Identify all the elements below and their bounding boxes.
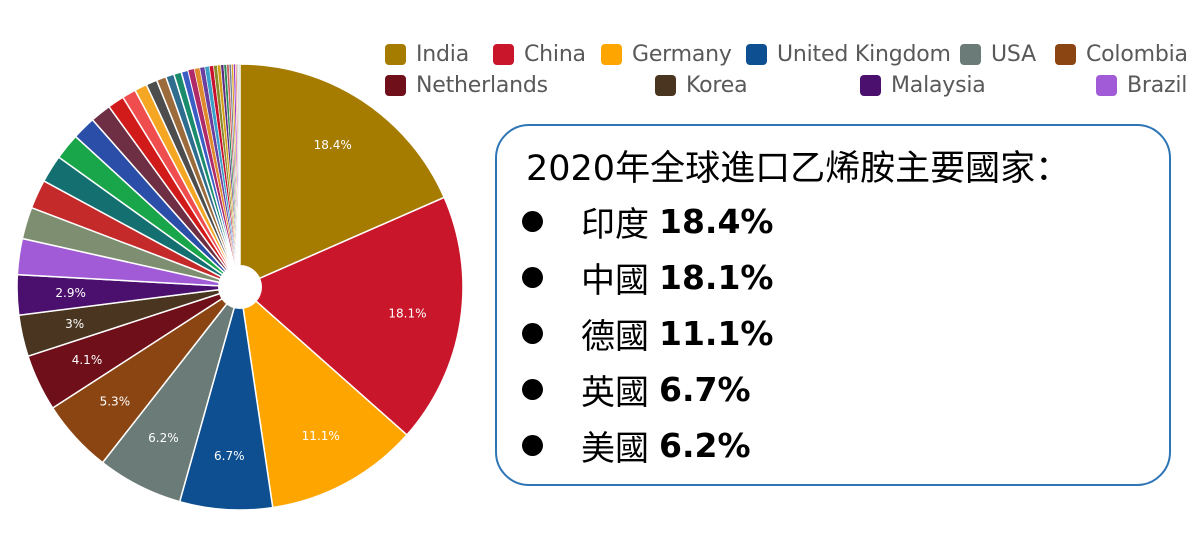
info-country: 印度 — [581, 204, 649, 245]
data-label-china: 18.1% — [388, 306, 426, 320]
data-label-colombia: 5.3% — [100, 394, 131, 408]
info-value: 6.7% — [659, 369, 751, 409]
info-item-india: 印度 18.4% — [522, 199, 774, 245]
legend-swatch — [1055, 44, 1076, 65]
legend-item-usa[interactable]: USA — [960, 42, 1036, 67]
legend-swatch — [746, 44, 767, 65]
legend-label: Colombia — [1086, 42, 1188, 67]
pie-slice-39[interactable] — [238, 63, 241, 288]
legend-label: India — [416, 42, 469, 67]
info-box-title: 2020年全球進口乙烯胺主要國家： — [526, 149, 1071, 189]
legend-label: Netherlands — [416, 73, 548, 98]
info-item-china: 中國 18.1% — [522, 255, 774, 301]
legend-label: USA — [991, 42, 1036, 67]
legend-swatch — [385, 44, 406, 65]
legend-swatch — [493, 44, 514, 65]
pie-chart: 18.4% 18.1% 11.1% 6.7% 6.2% 5.3% 4.1% 3% 2.9% — [16, 63, 464, 511]
legend-label: United Kingdom — [777, 42, 951, 67]
legend-item-china[interactable]: China — [493, 42, 586, 67]
bullet-icon — [522, 210, 543, 232]
info-value: 6.2% — [659, 425, 751, 465]
info-country: 中國 — [581, 260, 649, 301]
pie-center-hole — [218, 265, 262, 309]
pie-slice-germany[interactable] — [238, 285, 408, 509]
bullet-icon — [522, 434, 543, 456]
legend-label: China — [524, 42, 586, 67]
pie-slice-india[interactable] — [239, 63, 446, 289]
legend-label: Germany — [632, 42, 732, 67]
legend-swatch — [601, 44, 622, 65]
legend-item-colombia[interactable]: Colombia — [1055, 42, 1188, 67]
info-item-germany: 德國 11.1% — [522, 311, 774, 357]
legend-item-germany[interactable]: Germany — [601, 42, 732, 67]
info-value: 11.1% — [659, 313, 774, 353]
data-label-germany: 11.1% — [302, 429, 340, 443]
legend-item-brazil[interactable]: Brazil — [1096, 73, 1187, 98]
data-label-korea: 3% — [65, 317, 84, 331]
legend: India China Germany United Kingdom USA C… — [380, 36, 1190, 104]
data-label-netherlands: 4.1% — [72, 353, 103, 367]
legend-label: Korea — [686, 73, 748, 98]
legend-swatch — [385, 75, 406, 96]
pie-slices — [16, 63, 464, 511]
legend-swatch — [960, 44, 981, 65]
info-country: 德國 — [581, 316, 649, 357]
data-label-united-kingdom: 6.7% — [214, 449, 245, 463]
bullet-icon — [522, 378, 543, 400]
legend-label: Brazil — [1127, 73, 1188, 98]
legend-item-korea[interactable]: Korea — [655, 73, 748, 98]
data-label-india: 18.4% — [314, 138, 352, 152]
info-country: 美國 — [581, 428, 649, 469]
pie-slice-china[interactable] — [238, 196, 464, 436]
legend-item-netherlands[interactable]: Netherlands — [385, 73, 548, 98]
info-item-usa: 美國 6.2% — [522, 423, 751, 469]
info-value: 18.4% — [659, 201, 774, 241]
legend-item-malaysia[interactable]: Malaysia — [860, 73, 986, 98]
legend-swatch — [860, 75, 881, 96]
info-item-uk: 英國 6.7% — [522, 367, 751, 413]
legend-swatch — [655, 75, 676, 96]
data-label-malaysia: 2.9% — [55, 286, 86, 300]
legend-label: Malaysia — [891, 73, 986, 98]
info-country: 英國 — [581, 372, 649, 413]
bullet-icon — [522, 266, 543, 288]
legend-item-india[interactable]: India — [385, 42, 469, 67]
pie-labels: 18.4% 18.1% 11.1% 6.7% 6.2% 5.3% 4.1% 3% 2.9% — [55, 138, 426, 463]
info-box — [495, 124, 1171, 486]
legend-swatch — [1096, 75, 1117, 96]
data-label-usa: 6.2% — [148, 431, 179, 445]
bullet-icon — [522, 322, 543, 344]
info-value: 18.1% — [659, 257, 774, 297]
legend-item-united-kingdom[interactable]: United Kingdom — [746, 42, 951, 67]
